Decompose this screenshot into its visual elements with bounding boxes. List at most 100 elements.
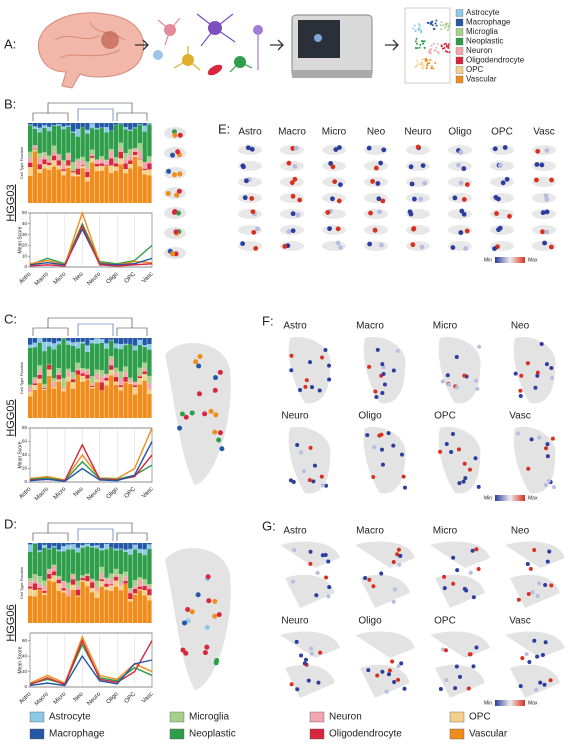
spot bbox=[537, 435, 542, 440]
bar-texture bbox=[42, 152, 47, 156]
spot bbox=[380, 669, 385, 674]
spot bbox=[381, 365, 386, 370]
bar-texture bbox=[47, 123, 52, 127]
tsne-dot bbox=[416, 60, 419, 63]
bar-texture bbox=[109, 579, 114, 585]
bar-texture bbox=[132, 154, 138, 157]
spot bbox=[242, 195, 248, 201]
bar-texture bbox=[99, 342, 104, 371]
bar-texture bbox=[66, 125, 71, 127]
tsne-dot bbox=[437, 52, 440, 55]
bar-texture bbox=[47, 169, 52, 203]
spot bbox=[440, 379, 445, 384]
spot bbox=[543, 640, 548, 645]
spot bbox=[534, 687, 539, 692]
sample-label: HGG03 bbox=[5, 184, 17, 221]
bar-texture bbox=[94, 166, 100, 172]
bar-texture bbox=[90, 386, 95, 387]
bar-texture bbox=[142, 338, 147, 346]
bar-texture bbox=[123, 372, 128, 377]
column-header: Macro bbox=[278, 127, 306, 138]
bar-texture bbox=[32, 126, 38, 129]
bar-texture bbox=[109, 584, 114, 586]
tsne-dot bbox=[412, 27, 415, 30]
tsne-dot bbox=[418, 46, 421, 49]
bar-texture bbox=[118, 574, 123, 583]
colorbar-max: Max bbox=[528, 257, 538, 263]
bar-texture bbox=[118, 390, 123, 418]
x-tick-label: Micro bbox=[53, 486, 68, 501]
bar-texture bbox=[132, 156, 138, 203]
spot bbox=[173, 229, 179, 235]
legend-label: Neoplastic bbox=[189, 729, 236, 740]
tsne-dot bbox=[434, 22, 437, 25]
spot bbox=[179, 411, 185, 417]
bar-texture bbox=[128, 383, 133, 418]
bar-texture bbox=[147, 383, 152, 390]
bar-texture bbox=[70, 574, 76, 580]
spot bbox=[327, 585, 332, 590]
bar-texture bbox=[137, 589, 143, 591]
bar-texture bbox=[47, 160, 52, 163]
bar-texture bbox=[75, 547, 81, 553]
spot bbox=[545, 454, 550, 459]
bar-texture bbox=[132, 127, 138, 129]
bar-texture bbox=[61, 338, 66, 379]
tissue bbox=[238, 209, 262, 219]
spot bbox=[397, 562, 402, 567]
spot bbox=[189, 410, 195, 416]
bar-texture bbox=[85, 379, 90, 418]
tsne-dot bbox=[445, 45, 448, 48]
spot bbox=[379, 571, 384, 576]
spot bbox=[524, 652, 529, 657]
tissue bbox=[322, 225, 346, 235]
spot bbox=[325, 210, 331, 215]
bar-texture bbox=[37, 383, 42, 418]
legend-swatch bbox=[169, 711, 185, 723]
spot bbox=[475, 386, 480, 391]
spot bbox=[166, 168, 172, 174]
spot bbox=[544, 196, 550, 202]
spot bbox=[333, 147, 339, 152]
bar-texture bbox=[123, 123, 128, 128]
x-tick-label: Neuro bbox=[86, 486, 102, 502]
bar-texture bbox=[85, 133, 90, 162]
bar-texture bbox=[113, 376, 119, 382]
bar-texture bbox=[70, 543, 76, 545]
bar-texture bbox=[137, 123, 143, 125]
spot bbox=[335, 226, 341, 232]
spot bbox=[299, 450, 304, 455]
bar-texture bbox=[56, 160, 61, 166]
bar-texture bbox=[132, 350, 138, 382]
bar-texture bbox=[99, 339, 104, 343]
bar-texture bbox=[137, 384, 143, 418]
tsne-dot bbox=[430, 44, 433, 47]
bar-texture bbox=[137, 150, 143, 160]
spot bbox=[312, 463, 317, 468]
bar-texture bbox=[118, 142, 123, 148]
bar-texture bbox=[28, 396, 33, 418]
bar-texture bbox=[56, 125, 61, 155]
spot bbox=[451, 555, 456, 560]
spot bbox=[408, 211, 414, 217]
spot bbox=[286, 229, 292, 234]
y-tick-label: 30 bbox=[22, 232, 28, 237]
bar-texture bbox=[123, 581, 128, 584]
spot bbox=[185, 607, 191, 613]
bar-texture bbox=[85, 123, 90, 130]
legend-swatch bbox=[455, 47, 464, 55]
legend-label: Vascular bbox=[466, 75, 497, 84]
bar-texture bbox=[99, 158, 104, 164]
spot bbox=[327, 226, 332, 232]
bar-texture bbox=[85, 171, 90, 178]
bar-texture bbox=[37, 587, 42, 590]
spot bbox=[539, 342, 544, 347]
bar-texture bbox=[61, 129, 66, 161]
bar-texture bbox=[142, 162, 147, 169]
spot bbox=[462, 373, 467, 378]
spot bbox=[206, 598, 212, 604]
bar-texture bbox=[61, 592, 66, 623]
spot bbox=[544, 148, 550, 153]
bar-texture bbox=[118, 548, 123, 550]
